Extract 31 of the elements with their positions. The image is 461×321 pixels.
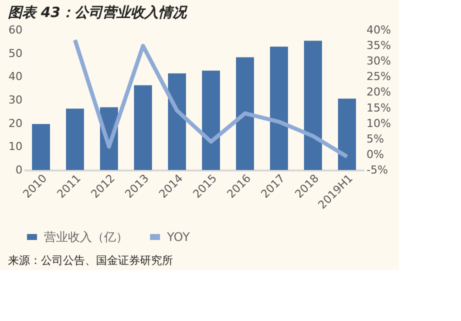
y2-tick-label: 40%: [366, 24, 391, 36]
y-tick-label: 0: [16, 164, 22, 176]
legend-label: YOY: [166, 230, 190, 244]
y2-tick-label: 15%: [366, 101, 391, 114]
bar: [338, 98, 356, 170]
bar: [202, 70, 220, 170]
y2-tick-label: 10%: [366, 116, 391, 130]
line-series: [73, 38, 349, 159]
y2-tick-label: 0%: [366, 148, 384, 161]
y2-tick-label: -5%: [366, 164, 388, 176]
source-note: 来源：公司公告、国金证券研究所: [8, 254, 174, 267]
bar: [168, 73, 186, 170]
y2-tick-label: 20%: [366, 86, 391, 99]
y2-tick-label: 35%: [366, 39, 391, 52]
y2-tick-label: 5%: [366, 132, 384, 146]
y-tick-label: 50: [8, 46, 22, 60]
legend-label: 营业收入（亿）: [44, 230, 128, 244]
bar: [270, 46, 288, 170]
bar: [66, 108, 84, 170]
bar: [134, 85, 152, 170]
bar: [304, 40, 322, 170]
bar: [32, 124, 50, 170]
y-tick-label: 20: [8, 116, 22, 130]
y-tick-label: 60: [8, 24, 22, 36]
y-tick-label: 40: [8, 70, 22, 84]
y2-tick-label: 30%: [366, 54, 391, 68]
y2-tick-label: 25%: [366, 70, 391, 84]
chart-title: 图表 43：公司营业收入情况: [8, 5, 188, 21]
bar: [236, 57, 254, 170]
y-tick-label: 10: [8, 140, 22, 154]
y-tick-label: 30: [8, 94, 22, 106]
